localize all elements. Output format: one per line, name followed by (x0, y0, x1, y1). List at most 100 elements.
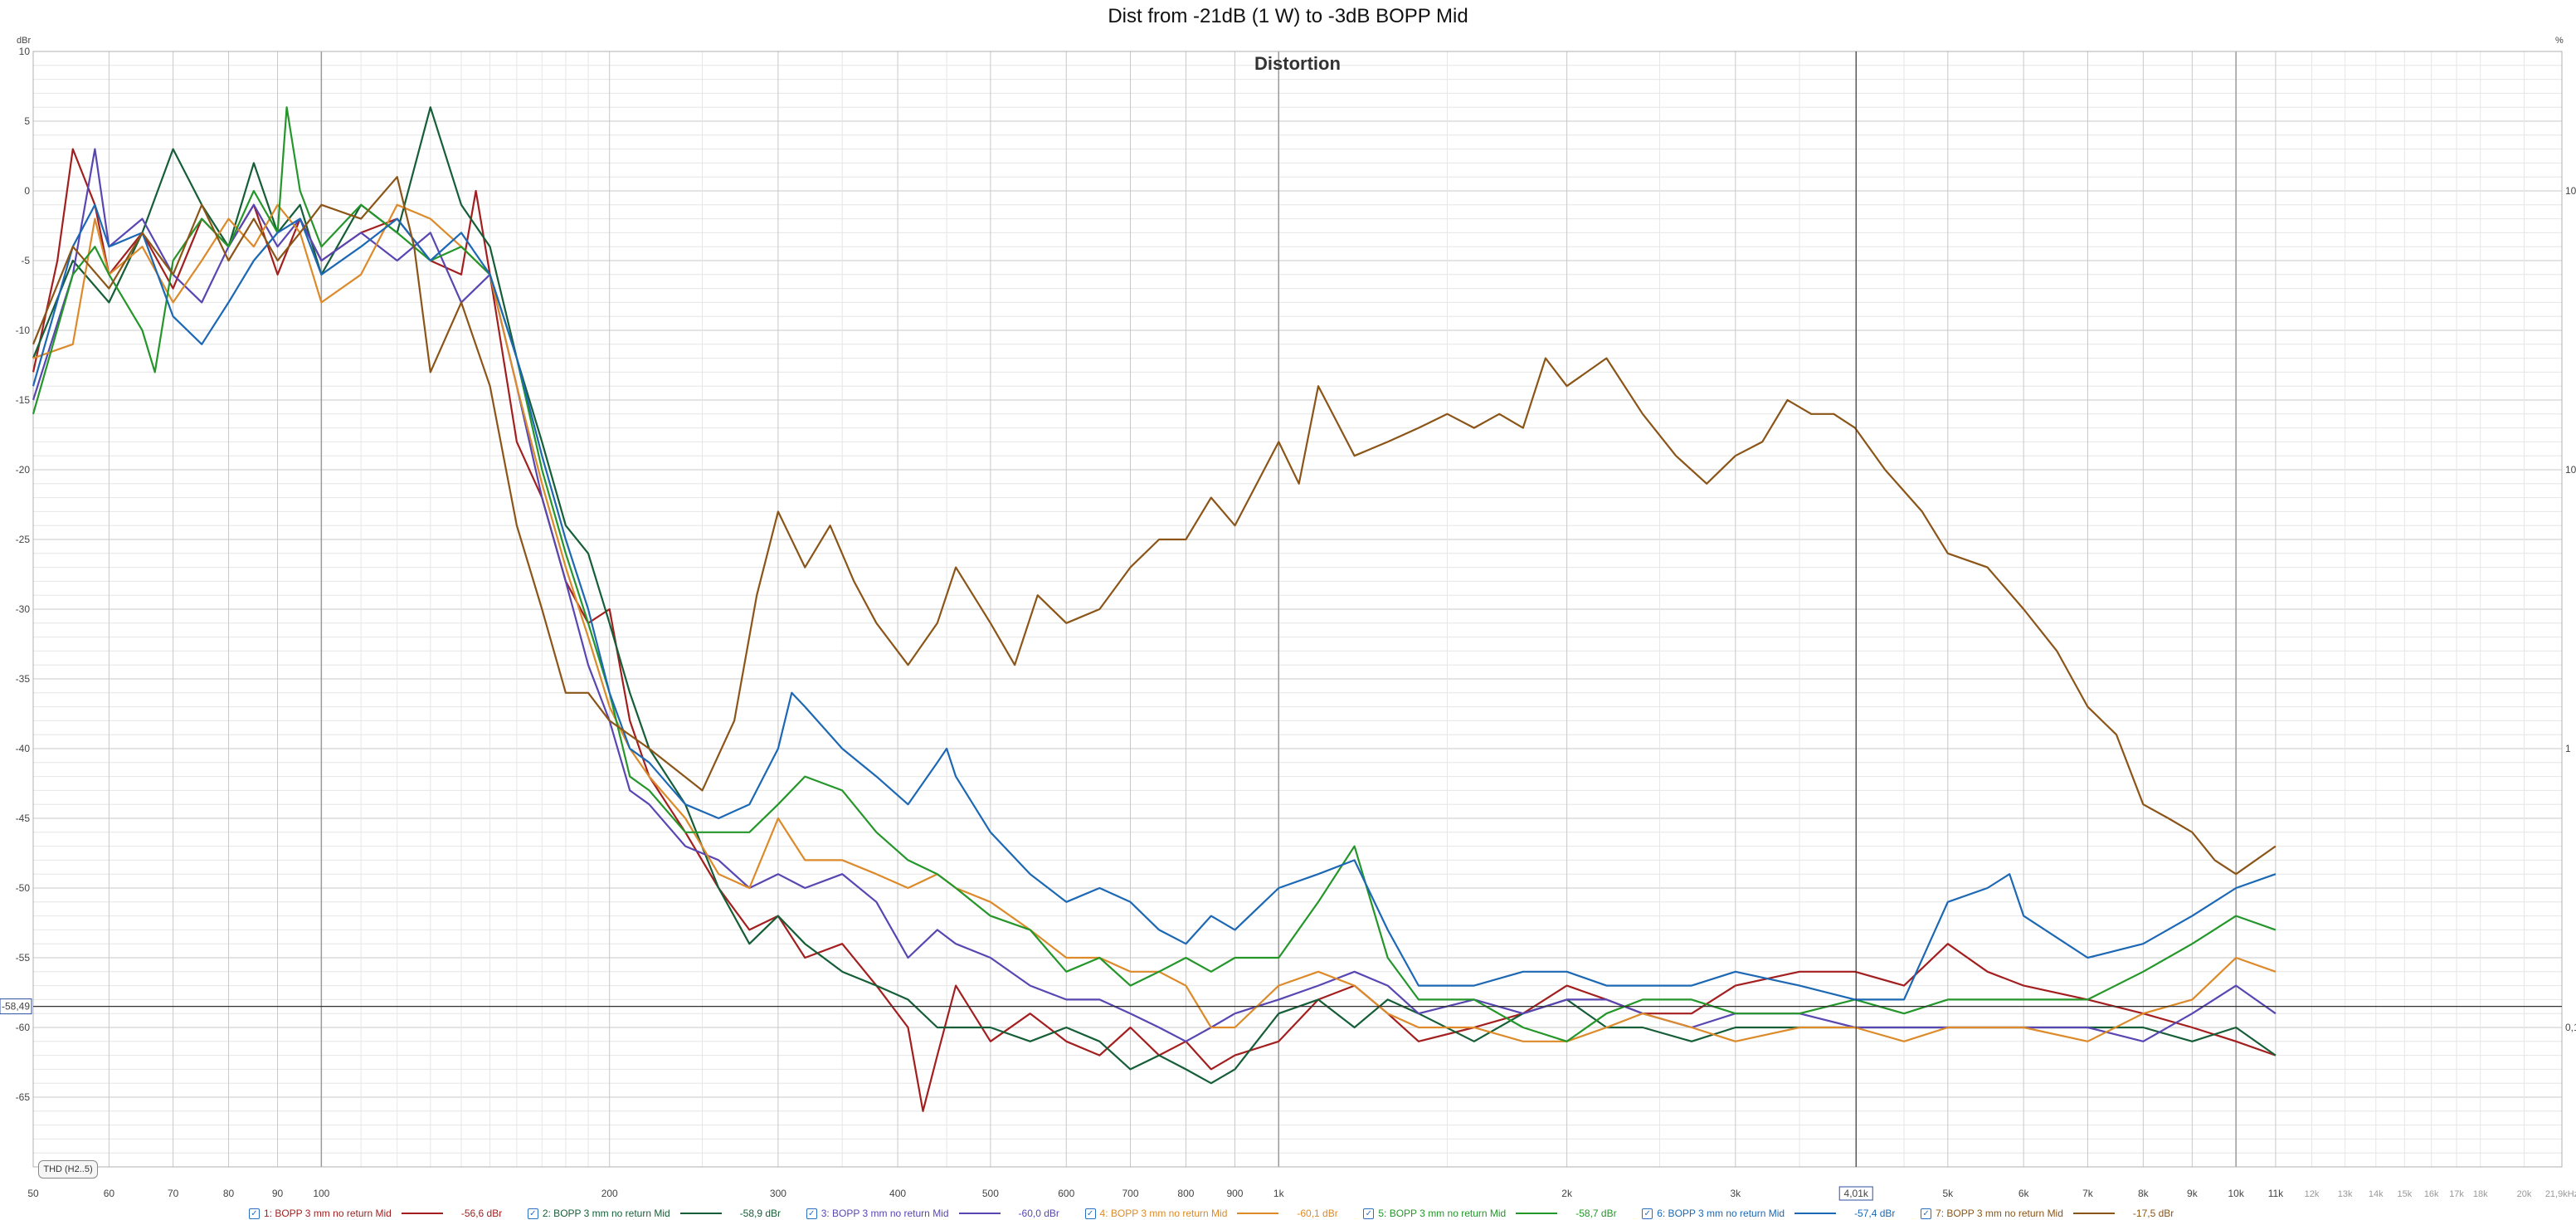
checkbox-icon[interactable]: ✓ (527, 1208, 538, 1219)
y-tick-label: -60 (16, 1022, 31, 1033)
legend-value: -17,5 dBr (2132, 1208, 2174, 1219)
legend-value: -56,6 dBr (460, 1208, 503, 1219)
y-tick-label: -10 (16, 325, 31, 336)
cursor[interactable]: -58,49 4,01k (0, 51, 2562, 1201)
y-tick-label: -40 (16, 743, 31, 754)
grid (32, 51, 2563, 1168)
x-tick-label: 500 (982, 1188, 999, 1199)
series-layer (32, 106, 2277, 1112)
x-tick-label: 60 (104, 1188, 115, 1199)
x-tick-label: 100 (313, 1188, 329, 1199)
legend-label: 7: BOPP 3 mm no return Mid (1936, 1208, 2063, 1219)
legend-label: 4: BOPP 3 mm no return Mid (1099, 1208, 1228, 1219)
checkbox-icon[interactable]: ✓ (1921, 1208, 1932, 1219)
series-line-2 (32, 106, 2277, 1085)
checkbox-icon[interactable]: ✓ (1363, 1208, 1375, 1219)
legend-item-4[interactable]: ✓ 4: BOPP 3 mm no return Mid -60,1 dBr (1084, 1208, 1347, 1219)
legend-label: 1: BOPP 3 mm no return Mid (264, 1208, 392, 1219)
x-tick-label: 7k (2082, 1188, 2094, 1199)
checkbox-icon[interactable]: ✓ (249, 1208, 260, 1219)
right-tick-label: 100 (2565, 185, 2576, 197)
x-tick-label-minor: 15k (2397, 1189, 2412, 1199)
x-tick-label: 9k (2187, 1188, 2199, 1199)
legend-swatch (958, 1213, 1001, 1214)
legend-item-3[interactable]: ✓ 3: BOPP 3 mm no return Mid -60,0 dBr (806, 1208, 1069, 1219)
right-tick-label: 0,1 (2565, 1022, 2576, 1033)
legend-value: -58,9 dBr (739, 1208, 782, 1219)
x-tick-label: 5k (1942, 1188, 1954, 1199)
x-tick-label: 8k (2138, 1188, 2150, 1199)
right-tick-label: 1 (2565, 743, 2571, 754)
x-tick-label-minor: 12k (2305, 1189, 2320, 1199)
x-tick-label: 800 (1177, 1188, 1194, 1199)
window-title: Dist from -21dB (1 W) to -3dB BOPP Mid (1108, 5, 1468, 27)
y-tick-label: -50 (16, 882, 31, 894)
legend-item-6[interactable]: ✓ 6: BOPP 3 mm no return Mid -57,4 dBr (1642, 1208, 1904, 1219)
cursor-y-readout: -58,49 (2, 1001, 30, 1013)
x-tick-label: 600 (1058, 1188, 1074, 1199)
x-tick-label: 3k (1730, 1188, 1741, 1199)
x-tick-label: 1k (1273, 1188, 1285, 1199)
x-tick-label-minor: 17k (2449, 1189, 2464, 1199)
x-tick-label: 90 (272, 1188, 284, 1199)
x-tick-label-minor: 18k (2473, 1189, 2488, 1199)
x-tick-label: 700 (1122, 1188, 1139, 1199)
right-tick-label: 10 (2565, 464, 2576, 476)
legend: ✓ 1: BOPP 3 mm no return Mid -56,6 dBr ✓ 2: … (249, 1207, 2199, 1220)
legend-swatch (1516, 1213, 1558, 1214)
x-tick-label-minor: 13k (2338, 1189, 2353, 1199)
x-tick-label: 2k (1561, 1188, 1573, 1199)
legend-swatch (679, 1213, 722, 1214)
y-tick-label: -25 (16, 534, 31, 545)
legend-swatch (1237, 1213, 1279, 1214)
chart-title: Distortion (1254, 53, 1341, 74)
x-tick-label-minor: 21,9kHz (2545, 1189, 2576, 1199)
series-line-7 (32, 176, 2277, 876)
x-tick-label-minor: 20k (2517, 1189, 2532, 1199)
x-tick-label-minor: 16k (2424, 1189, 2439, 1199)
legend-label: 6: BOPP 3 mm no return Mid (1657, 1208, 1785, 1219)
y-tick-label: -65 (16, 1091, 31, 1103)
legend-label: 5: BOPP 3 mm no return Mid (1378, 1208, 1507, 1219)
legend-swatch (401, 1213, 443, 1214)
legend-label: 2: BOPP 3 mm no return Mid (542, 1208, 670, 1219)
y-tick-label: 10 (19, 46, 31, 57)
y-tick-label: 0 (24, 185, 30, 197)
legend-item-2[interactable]: ✓ 2: BOPP 3 mm no return Mid -58,9 dBr (527, 1208, 790, 1219)
x-tick-label: 900 (1226, 1188, 1243, 1199)
axes: 1050-5-10-15-20-25-30-35-40-45-50-55-60-… (16, 46, 2576, 1199)
legend-item-7[interactable]: ✓ 7: BOPP 3 mm no return Mid -17,5 dBr (1921, 1208, 2183, 1219)
thd-button[interactable]: THD (H2..5) (38, 1160, 98, 1179)
legend-item-1[interactable]: ✓ 1: BOPP 3 mm no return Mid -56,6 dBr (249, 1208, 511, 1219)
legend-item-5[interactable]: ✓ 5: BOPP 3 mm no return Mid -58,7 dBr (1363, 1208, 1625, 1219)
legend-value: -57,4 dBr (1854, 1208, 1896, 1219)
legend-value: -60,1 dBr (1297, 1208, 1338, 1219)
plot-frame (32, 51, 2563, 1168)
y-tick-label: -35 (16, 673, 31, 685)
cursor-x-readout-box (1838, 1186, 1873, 1201)
x-tick-label: 400 (889, 1188, 906, 1199)
right-unit-label: % (2555, 36, 2564, 46)
y-tick-label: -55 (16, 952, 31, 964)
legend-swatch (2072, 1213, 2115, 1214)
cursor-y-readout-box (0, 998, 32, 1015)
checkbox-icon[interactable]: ✓ (1084, 1208, 1096, 1219)
x-tick-label: 70 (168, 1188, 179, 1199)
x-tick-label: 11k (2268, 1188, 2284, 1199)
y-tick-label: 5 (24, 115, 30, 127)
x-tick-label: 6k (2018, 1188, 2030, 1199)
series-line-5 (32, 106, 2277, 1042)
cursor-x-readout: 4,01k (1844, 1188, 1869, 1199)
left-unit-label: dBr (17, 36, 31, 46)
y-tick-label: -45 (16, 813, 31, 824)
series-line-6 (32, 203, 2277, 1001)
legend-swatch (1794, 1213, 1837, 1214)
checkbox-icon[interactable]: ✓ (1642, 1208, 1653, 1219)
checkbox-icon[interactable]: ✓ (806, 1208, 817, 1219)
y-tick-label: -5 (21, 255, 30, 266)
x-tick-label: 80 (223, 1188, 235, 1199)
legend-value: -58,7 dBr (1575, 1208, 1617, 1219)
x-tick-label: 300 (770, 1188, 786, 1199)
y-tick-label: -20 (16, 464, 31, 476)
